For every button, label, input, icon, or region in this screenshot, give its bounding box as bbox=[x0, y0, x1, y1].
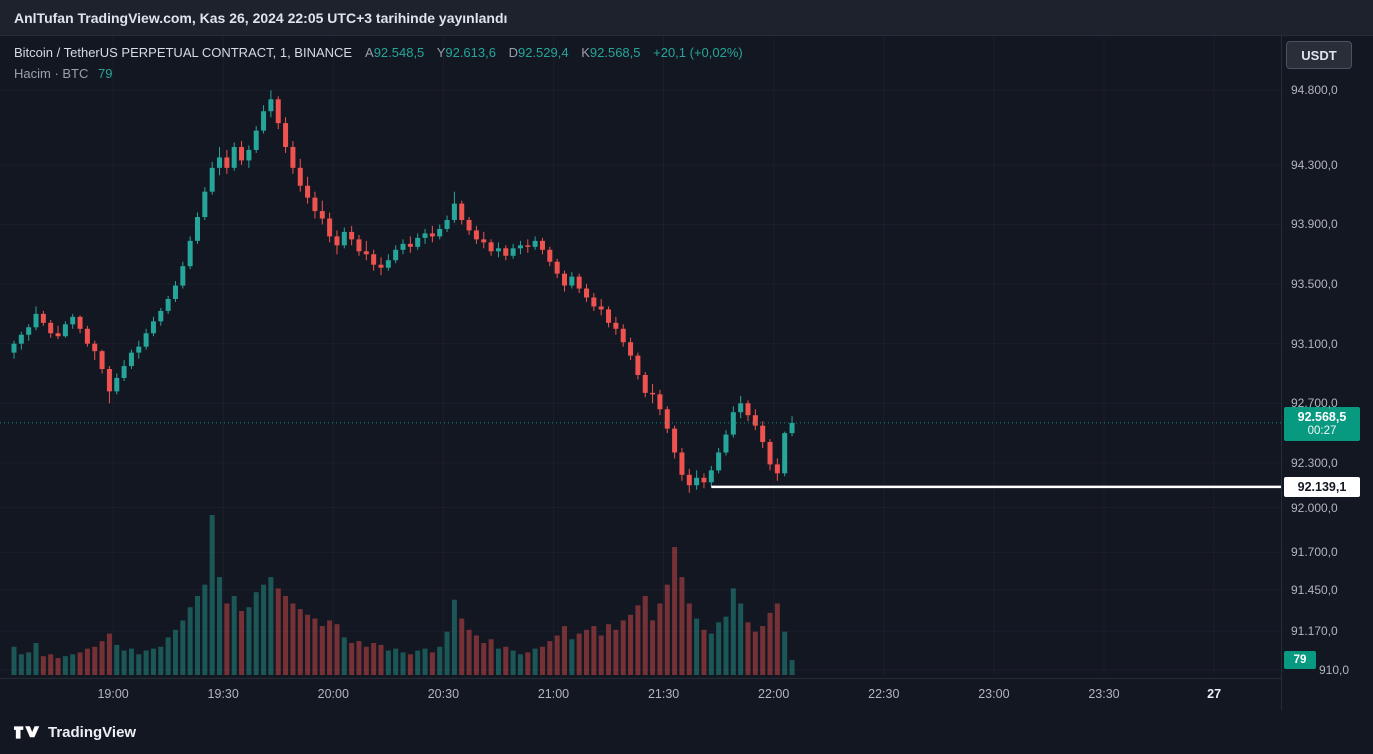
time-axis-label: 23:30 bbox=[1088, 687, 1120, 701]
price-axis-label: 93.500,0 bbox=[1291, 277, 1338, 292]
currency-toggle-button[interactable]: USDT bbox=[1286, 41, 1352, 69]
time-axis-label: 19:00 bbox=[97, 687, 129, 701]
overlay-lines bbox=[0, 422, 1281, 489]
brand-wordmark[interactable]: TradingView bbox=[48, 723, 137, 741]
price-axis-label: 91.170,0 bbox=[1291, 624, 1338, 639]
time-axis-label: 22:30 bbox=[868, 687, 900, 701]
price-axis-label: 91.700,0 bbox=[1291, 545, 1338, 560]
footer-bar: TradingView bbox=[0, 710, 1373, 754]
chart-legend: Bitcoin / TetherUS PERPETUAL CONTRACT, 1… bbox=[14, 42, 743, 84]
price-axis-label: 92.000,0 bbox=[1291, 500, 1338, 515]
price-axis-label: 93.900,0 bbox=[1291, 217, 1338, 232]
time-axis-label: 19:30 bbox=[207, 687, 239, 701]
time-axis-label: 21:00 bbox=[537, 687, 570, 701]
alert-price-label[interactable]: 92.139,1 bbox=[1284, 476, 1360, 497]
time-axis-label: 21:30 bbox=[647, 687, 680, 701]
volume-label: Hacim · BTC bbox=[14, 66, 89, 81]
tradingview-logo-icon[interactable] bbox=[14, 724, 40, 741]
legend-row-main: Bitcoin / TetherUS PERPETUAL CONTRACT, 1… bbox=[14, 42, 743, 63]
current-price-badge: 92.568,5 00:27 bbox=[1284, 406, 1360, 441]
low-label: D bbox=[508, 45, 518, 60]
price-axis-label: 910,0 bbox=[1319, 663, 1350, 678]
open-label: A bbox=[365, 45, 374, 60]
close-value: 92.568,5 bbox=[589, 45, 641, 60]
time-axis[interactable]: 19:00 19:30 20:00 20:30 21:00 21:30 22:00 22:30… bbox=[0, 678, 1373, 710]
price-axis[interactable]: 92.568,5 00:27 92.139,1 79 94.800,0 94.30… bbox=[1281, 36, 1373, 710]
time-axis-label: 20:00 bbox=[317, 687, 349, 701]
legend-row-volume: Hacim · BTC 79 bbox=[14, 63, 743, 84]
time-axis-label: 27 bbox=[1207, 687, 1222, 701]
volume-bars bbox=[11, 515, 795, 675]
time-axis-label: 22:00 bbox=[758, 687, 790, 701]
volume-value: 79 bbox=[98, 66, 113, 81]
price-axis-label: 93.100,0 bbox=[1291, 336, 1338, 351]
price-axis-label: 92.700,0 bbox=[1291, 396, 1338, 411]
candles bbox=[11, 90, 795, 493]
bar-countdown: 00:27 bbox=[1307, 424, 1337, 437]
grid-lines bbox=[0, 36, 1281, 675]
close-label: K bbox=[581, 45, 590, 60]
current-price-value: 92.568,5 bbox=[1297, 409, 1347, 424]
high-label: Y bbox=[436, 45, 446, 60]
change-value: +20,1 (+0,02%) bbox=[653, 45, 743, 60]
price-axis-label: 94.800,0 bbox=[1291, 83, 1338, 98]
time-axis-label: 23:00 bbox=[978, 687, 1010, 701]
volume-axis-badge: 79 bbox=[1284, 651, 1316, 670]
open-value: 92.548,5 bbox=[373, 45, 425, 60]
publish-text: AnlTufan TradingView.com, Kas 26, 2024 2… bbox=[14, 10, 508, 26]
publish-bar: AnlTufan TradingView.com, Kas 26, 2024 2… bbox=[0, 0, 1373, 36]
symbol-title[interactable]: Bitcoin / TetherUS PERPETUAL CONTRACT, 1… bbox=[14, 45, 353, 60]
high-value: 92.613,6 bbox=[445, 45, 496, 60]
candlestick-chart[interactable] bbox=[0, 36, 1281, 678]
price-axis-label: 92.300,0 bbox=[1291, 455, 1338, 470]
price-axis-label: 94.300,0 bbox=[1291, 157, 1338, 172]
price-axis-label: 91.450,0 bbox=[1291, 582, 1338, 597]
time-axis-label: 20:30 bbox=[427, 687, 460, 701]
low-value: 92.529,4 bbox=[517, 45, 569, 60]
